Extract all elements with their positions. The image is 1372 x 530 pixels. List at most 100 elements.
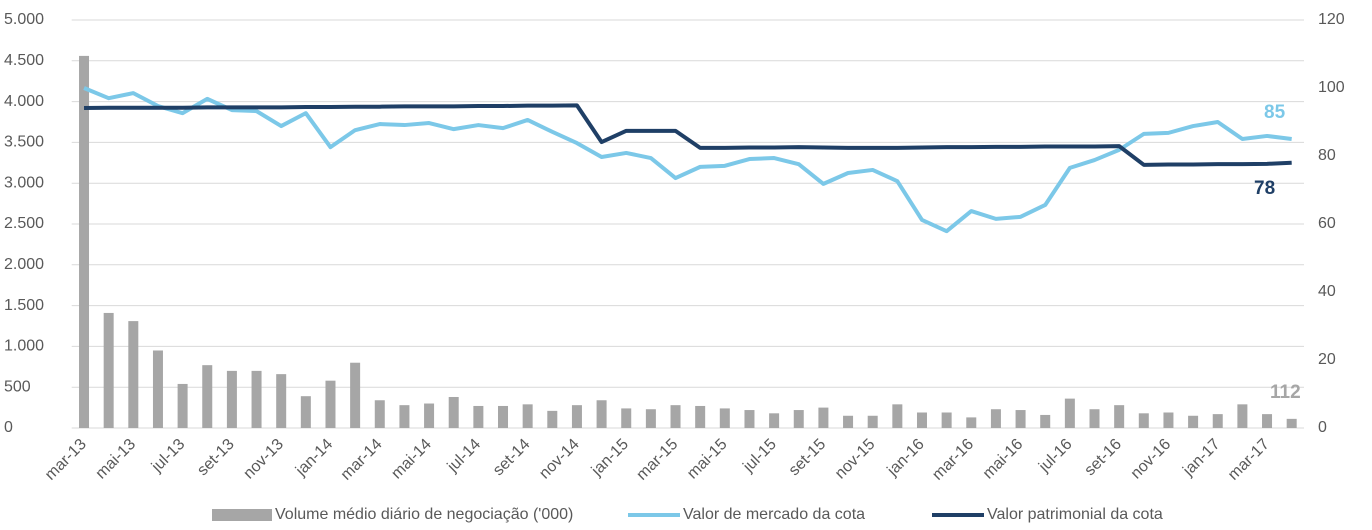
bar [990, 409, 1001, 428]
x-tick-label: jan-17 [1179, 436, 1223, 480]
bar [128, 321, 139, 428]
bar [103, 312, 114, 428]
x-tick-label: set-14 [490, 436, 534, 480]
y2-tick-label: 0 [1318, 419, 1327, 436]
bar [695, 405, 706, 428]
y-tick-label: 5.000 [4, 11, 44, 28]
bar [916, 412, 927, 428]
x-tick-label: mai-14 [388, 436, 435, 483]
y2-tick-label: 80 [1318, 147, 1336, 164]
x-tick-label: set-13 [194, 436, 238, 480]
bar [276, 374, 287, 428]
bar [1212, 414, 1223, 428]
bar [1114, 405, 1125, 428]
x-tick-label: jan-15 [588, 436, 632, 480]
x-tick-label: nov-13 [240, 436, 287, 483]
x-tick-label: nov-14 [536, 436, 583, 483]
legend-label: Volume médio diário de negociação ('000) [275, 506, 573, 523]
y-tick-label: 1.500 [4, 297, 44, 314]
legend-swatch [212, 509, 272, 521]
bar [941, 412, 952, 428]
bar [1040, 414, 1051, 428]
bar [325, 380, 336, 428]
bar [1015, 410, 1026, 428]
y2-tick-label: 100 [1318, 79, 1345, 96]
bar [399, 405, 410, 428]
y-tick-label: 2.000 [4, 256, 44, 273]
legend-label: Valor de mercado da cota [683, 506, 865, 523]
bar [596, 400, 607, 428]
y-tick-label: 4.000 [4, 93, 44, 110]
y2-tick-label: 120 [1318, 11, 1345, 28]
y-tick-label: 0 [4, 419, 13, 436]
y-tick-label: 1.000 [4, 338, 44, 355]
x-tick-label: mar-16 [929, 436, 977, 484]
x-tick-label: mai-13 [93, 436, 140, 483]
bar [571, 405, 582, 428]
x-tick-label: mai-15 [684, 436, 731, 483]
y-tick-label: 3.500 [4, 134, 44, 151]
x-tick-label: mar-17 [1225, 436, 1273, 484]
data-label: 112 [1270, 382, 1301, 403]
line [83, 86, 1292, 234]
bar [300, 396, 311, 428]
bar [744, 410, 755, 428]
y-tick-label: 3.000 [4, 174, 44, 191]
line [83, 103, 1292, 167]
x-tick-label: nov-16 [1128, 436, 1175, 483]
bar [645, 409, 656, 428]
bar [793, 410, 804, 428]
bar [202, 365, 213, 428]
bar [522, 404, 533, 428]
bar [719, 408, 730, 428]
bar [251, 370, 262, 428]
y2-tick-label: 40 [1318, 283, 1336, 300]
bar [670, 405, 681, 428]
x-tick-label: mar-13 [42, 436, 90, 484]
x-tick-label: nov-15 [832, 436, 879, 483]
bar [769, 413, 780, 428]
x-tick-label: set-16 [1082, 436, 1126, 480]
legend-label: Valor patrimonial da cota [987, 506, 1163, 523]
bar [892, 404, 903, 428]
bar [1064, 398, 1075, 428]
bar [1163, 412, 1174, 428]
bar [1188, 415, 1199, 428]
x-tick-label: jul-14 [444, 436, 484, 476]
bar [843, 415, 854, 428]
x-tick-label: mar-14 [338, 436, 386, 484]
x-tick-label: jul-13 [148, 436, 188, 476]
bar [818, 407, 829, 428]
bar [547, 410, 558, 428]
y2-tick-label: 60 [1318, 215, 1336, 232]
bar [473, 405, 484, 428]
bar [621, 408, 632, 428]
y2-tick-label: 20 [1318, 351, 1336, 368]
bar [177, 383, 188, 428]
data-label: 78 [1254, 178, 1275, 199]
bar [1138, 413, 1149, 428]
bar [966, 417, 977, 428]
y-tick-label: 4.500 [4, 52, 44, 69]
y-tick-label: 500 [4, 378, 31, 395]
bar [1286, 418, 1297, 428]
bar [867, 415, 878, 428]
bar [1262, 414, 1273, 428]
x-tick-label: set-15 [786, 436, 830, 480]
bar [498, 405, 509, 428]
bar [350, 362, 361, 428]
y-tick-label: 2.500 [4, 215, 44, 232]
bar [1089, 409, 1100, 428]
x-tick-label: jan-14 [292, 436, 336, 480]
bar [1237, 404, 1248, 428]
bar [226, 370, 237, 428]
bar [374, 400, 385, 428]
x-tick-label: jul-16 [1035, 436, 1075, 476]
bar [448, 396, 459, 428]
bar [152, 350, 163, 428]
data-label: 85 [1264, 102, 1286, 123]
bar [424, 403, 435, 428]
bar [79, 55, 90, 429]
x-tick-label: mai-16 [980, 436, 1027, 483]
